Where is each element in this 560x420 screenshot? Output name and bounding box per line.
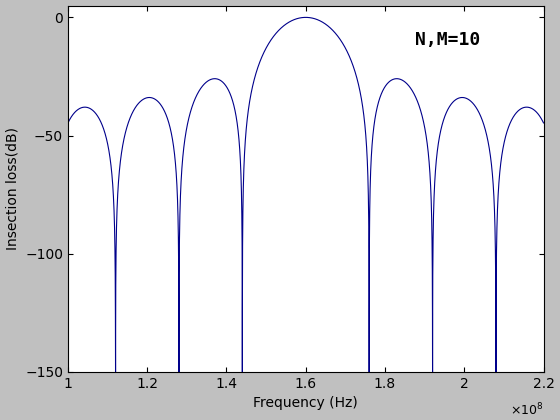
X-axis label: Frequency (Hz): Frequency (Hz) <box>253 396 358 410</box>
Text: $\times 10^8$: $\times 10^8$ <box>510 401 544 418</box>
Y-axis label: Insection loss(dB): Insection loss(dB) <box>6 127 20 250</box>
Text: N,M=10: N,M=10 <box>415 31 480 49</box>
